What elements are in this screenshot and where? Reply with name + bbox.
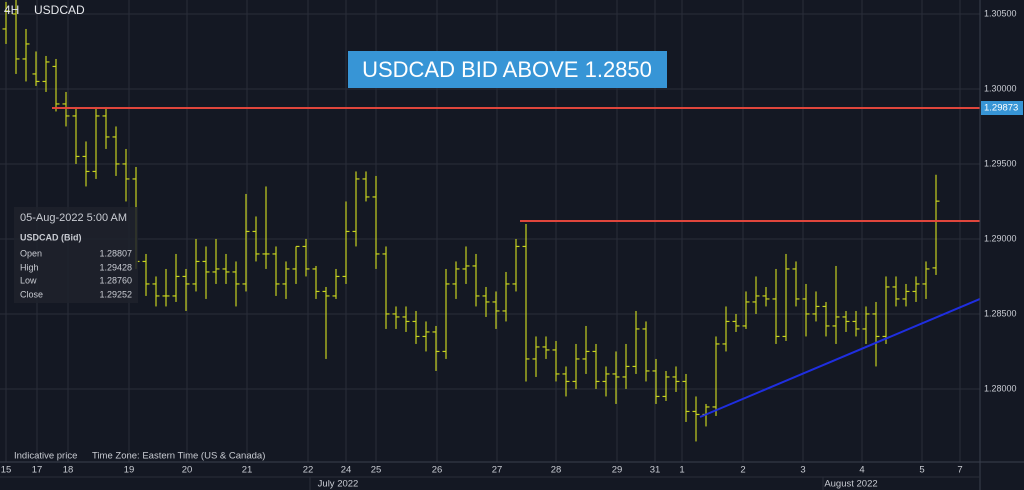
plot: [2, 0, 981, 442]
info-label: Open: [20, 248, 42, 258]
x-tick-label: 4: [859, 465, 864, 476]
info-instrument: USDCAD (Bid): [20, 232, 82, 242]
price-tag: 1.29873: [984, 103, 1018, 114]
x-tick-label: 29: [612, 465, 623, 476]
x-tick-label: 24: [341, 465, 352, 476]
y-tick-label: 1.30000: [984, 83, 1017, 93]
info-label: High: [20, 262, 39, 272]
x-tick-label: 25: [371, 465, 382, 476]
x-tick-label: 7: [957, 465, 962, 476]
banner-box: [348, 51, 667, 88]
price-tag-box: [981, 101, 1023, 115]
month-label: August 2022: [824, 479, 877, 490]
x-tick-label: 5: [919, 465, 924, 476]
y-tick-label: 1.29500: [984, 158, 1017, 168]
x-tick-label: 20: [182, 465, 193, 476]
x-tick-label: 26: [432, 465, 443, 476]
y-tick-label: 1.30500: [984, 8, 1017, 18]
x-tick-label: 31: [650, 465, 661, 476]
y-tick-label: 1.28000: [984, 383, 1017, 393]
info-value: 1.28760: [99, 275, 132, 285]
x-tick-label: 28: [551, 465, 562, 476]
x-tick-label: 1: [679, 465, 684, 476]
banner: USDCAD BID ABOVE 1.2850: [362, 57, 652, 82]
info-label: Low: [20, 275, 37, 285]
info-label: Close: [20, 289, 43, 299]
footer-note: Indicative price: [14, 451, 77, 462]
x-tick-label: 2: [740, 465, 745, 476]
info-value: 1.29428: [99, 262, 132, 272]
x-tick-label: 15: [1, 465, 12, 476]
y-tick-label: 1.29000: [984, 233, 1017, 243]
x-tick-label: 21: [242, 465, 253, 476]
x-tick-label: 27: [492, 465, 503, 476]
y-tick-label: 1.28500: [984, 308, 1017, 318]
info-panel: [14, 207, 138, 303]
x-tick-label: 3: [800, 465, 805, 476]
x-tick-label: 17: [32, 465, 43, 476]
info-value: 1.28807: [99, 248, 132, 258]
drawn-line: [699, 298, 981, 418]
info-datetime: 05-Aug-2022 5:00 AM: [20, 212, 127, 224]
x-tick-label: 19: [124, 465, 135, 476]
month-label: July 2022: [318, 479, 359, 490]
x-tick-label: 22: [303, 465, 314, 476]
symbol: USDCAD: [34, 3, 85, 17]
interval: 4H: [4, 3, 19, 17]
info-value: 1.29252: [99, 289, 132, 299]
footer-timezone: Time Zone: Eastern Time (US & Canada): [92, 451, 265, 462]
x-tick-label: 18: [63, 465, 74, 476]
